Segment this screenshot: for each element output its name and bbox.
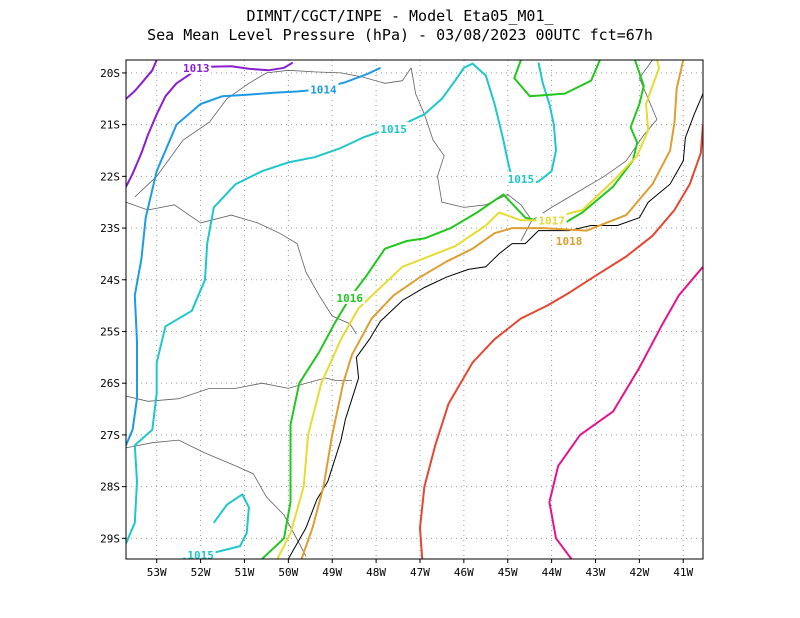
state-border [126,377,352,402]
x-tick-label: 53W [147,566,167,579]
chart-subtitle: Sea Mean Level Pressure (hPa) - 03/08/20… [147,26,653,44]
isobar-label-bg [505,171,536,185]
state-border [531,60,658,221]
chart-title: DIMNT/CGCT/INPE - Model Eta05_M01_ [246,7,554,25]
isobar-label-bg [334,290,365,304]
isobar-1013 [126,60,158,100]
state-border [126,439,307,557]
isobar-label-bg [554,233,585,247]
x-tick-label: 46W [454,566,474,579]
state-border [126,201,357,335]
isobar-label-bg [185,547,216,561]
y-tick-label: 20S [100,67,120,80]
isobar-label-1018: 1018 [556,235,583,248]
isobar-label-1013: 1013 [183,62,210,75]
x-tick-label: 41W [673,566,693,579]
y-tick-label: 23S [100,222,120,235]
x-tick-label: 48W [366,566,386,579]
isobar-1017 [276,60,661,559]
contour-layer [126,60,703,559]
x-tick-label: 50W [278,566,298,579]
isobar-label-1016: 1016 [337,292,364,305]
isobar-label-bg [536,213,567,227]
y-tick-label: 25S [100,325,120,338]
isobar-1020 [548,266,703,559]
y-tick-label: 27S [100,429,120,442]
isobar-1018 [300,60,685,559]
x-tick-label: 43W [586,566,606,579]
grid [126,60,703,559]
isobar-label-1015: 1015 [508,173,535,186]
y-tick-label: 24S [100,274,120,287]
x-tick-label: 51W [235,566,255,579]
isobar-label-1015: 1015 [380,123,407,136]
y-tick-label: 21S [100,119,120,132]
isobar-label-bg [308,82,339,96]
isobar-label-1014: 1014 [310,83,337,96]
y-tick-label: 28S [100,481,120,494]
coastline [287,93,703,559]
x-tick-label: 47W [410,566,430,579]
isobar-label-bg [378,121,409,135]
isobar-label-bg [181,60,212,74]
x-tick-label: 42W [629,566,649,579]
x-tick-label: 45W [498,566,518,579]
x-tick-label: 52W [191,566,211,579]
x-tick-label: 49W [322,566,342,579]
isobar-1013 [126,61,294,188]
map-layer [126,60,703,559]
isobar-label-1017: 1017 [538,214,565,227]
state-border [134,67,412,198]
plot-frame [125,59,704,560]
y-tick-label: 29S [100,532,120,545]
x-tick-label: 44W [542,566,562,579]
y-tick-label: 22S [100,170,120,183]
axes: 53W 52W 51W 50W 49W 48W 47W 46W 45W 44W 43W 42W 41W 2… [100,67,693,579]
isobar-1019 [419,124,703,559]
isobar-1016 [261,60,645,559]
isobar-1016 [513,60,601,98]
y-tick-label: 26S [100,377,120,390]
